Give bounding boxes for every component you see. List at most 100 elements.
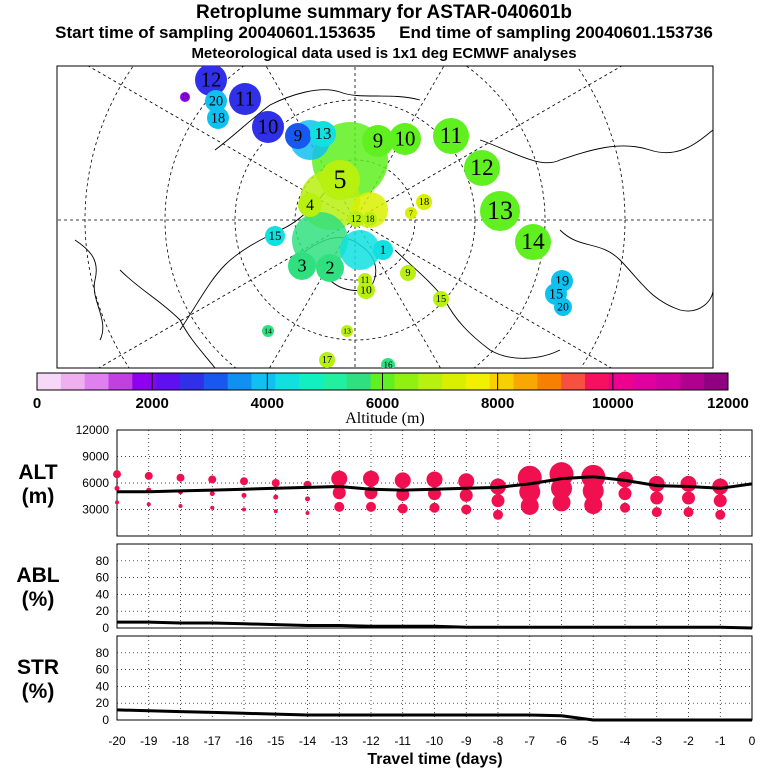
y-tick-label: 40 bbox=[96, 679, 110, 693]
panel-y-label: (m) bbox=[22, 485, 55, 508]
colorbar-swatch bbox=[608, 373, 634, 390]
y-tick-label: 60 bbox=[96, 571, 110, 585]
plume-day-label: 9 bbox=[405, 268, 410, 279]
colorbar-swatch bbox=[203, 373, 229, 390]
x-tick-label: -13 bbox=[331, 734, 349, 748]
plume-day-label: 14 bbox=[264, 326, 272, 335]
colorbar-swatch bbox=[251, 373, 276, 390]
plume-day-label: 15 bbox=[549, 286, 563, 302]
plume-day-marker bbox=[252, 111, 284, 143]
altitude-marker bbox=[394, 472, 411, 489]
altitude-marker bbox=[520, 496, 539, 515]
plume-day-marker bbox=[362, 125, 394, 157]
x-tick-label: -3 bbox=[651, 734, 662, 748]
altitude-marker bbox=[113, 470, 121, 479]
plume-day-marker bbox=[433, 291, 449, 307]
y-tick-label: 80 bbox=[96, 646, 110, 660]
panel-y-label: (%) bbox=[22, 588, 55, 611]
y-tick-label: 20 bbox=[96, 696, 110, 710]
y-tick-label: 3000 bbox=[82, 503, 109, 517]
plume-day-label: 18 bbox=[365, 214, 375, 224]
altitude-marker bbox=[426, 471, 443, 488]
altitude-marker bbox=[273, 509, 278, 514]
plume-day-label: 11 bbox=[235, 87, 255, 110]
coast-line bbox=[559, 229, 713, 312]
y-tick-label: 6000 bbox=[82, 476, 109, 490]
colorbar-swatch bbox=[275, 373, 300, 390]
altitude-marker bbox=[210, 505, 215, 510]
colorbar-tick-label: 4000 bbox=[251, 395, 284, 412]
plume-day-label: 13 bbox=[487, 196, 513, 225]
altitude-marker bbox=[332, 486, 346, 500]
y-tick-label: 80 bbox=[96, 554, 110, 568]
meridian-line bbox=[354, 66, 623, 221]
start-time: Start time of sampling 20040601.153635 bbox=[55, 23, 376, 42]
plume-day-marker bbox=[285, 123, 311, 149]
colorbar-swatch bbox=[537, 373, 562, 390]
colorbar-swatch bbox=[37, 373, 62, 390]
colorbar-swatch bbox=[156, 373, 181, 390]
altitude-marker bbox=[648, 475, 665, 492]
plume-day-marker bbox=[341, 325, 353, 337]
altitude-marker bbox=[651, 507, 662, 518]
y-tick-label: 0 bbox=[102, 713, 109, 727]
altitude-marker bbox=[331, 470, 348, 487]
x-axis: -20 -19 -18 -17 -16 -15 -14 -13 -12 -11 -10 -9 -8 -7-… bbox=[108, 734, 755, 768]
plume-day-label: 12 bbox=[470, 155, 493, 181]
series-line bbox=[117, 475, 753, 494]
altitude-marker bbox=[240, 477, 248, 486]
meteo-note: Meteorological data used is 1x1 deg ECMW… bbox=[191, 45, 577, 62]
plume-day-label: 1 bbox=[380, 242, 387, 257]
x-tick-label: -12 bbox=[362, 734, 380, 748]
altitude-marker bbox=[551, 477, 572, 499]
plume-day-label: 13 bbox=[315, 124, 332, 143]
plume-day-marker bbox=[389, 123, 421, 155]
series-line bbox=[117, 620, 753, 630]
plume-day-label: 18 bbox=[419, 197, 429, 208]
altitude-marker bbox=[713, 494, 727, 508]
y-tick-label: 9000 bbox=[82, 450, 109, 464]
plume-day-label: 17 bbox=[322, 355, 332, 366]
x-tick-label: -16 bbox=[235, 734, 253, 748]
x-tick-label: -8 bbox=[493, 734, 504, 748]
altitude-marker bbox=[519, 481, 541, 503]
colorbar-tick-label: 8000 bbox=[481, 395, 514, 412]
colorbar-tick-label: 6000 bbox=[366, 395, 399, 412]
plume-day-label: 20 bbox=[209, 93, 223, 109]
plume-day-marker bbox=[298, 193, 322, 217]
colorbar-swatch bbox=[704, 373, 729, 390]
plume-day-marker bbox=[229, 83, 261, 115]
altitude-marker bbox=[146, 502, 151, 507]
x-tick-label: -10 bbox=[426, 734, 444, 748]
chart-title: Retroplume summary for ASTAR-040601b bbox=[196, 2, 572, 23]
altitude-marker bbox=[241, 492, 247, 498]
plume-day-label: 4 bbox=[306, 197, 314, 214]
y-tick-label: 40 bbox=[96, 587, 110, 601]
panel-y-label: ALT bbox=[18, 461, 57, 484]
plume-day-marker bbox=[262, 325, 274, 337]
panel-abl: 80 60 40 20 0 ABL(%) bbox=[16, 543, 753, 635]
altitude-marker bbox=[334, 501, 345, 512]
coast-line bbox=[74, 239, 104, 341]
plume-day-label: 9 bbox=[373, 129, 383, 152]
colorbar-swatch bbox=[632, 373, 658, 390]
colorbar-swatch bbox=[656, 373, 681, 390]
colorbar-swatch bbox=[585, 373, 610, 390]
plume-day-marker bbox=[320, 160, 360, 200]
colorbar-swatch bbox=[489, 373, 515, 390]
plume-day-marker bbox=[180, 92, 190, 102]
altitude-marker bbox=[715, 509, 726, 520]
plume-day-marker bbox=[207, 107, 229, 129]
plume-day-marker bbox=[288, 252, 316, 280]
coast-line bbox=[394, 249, 561, 359]
x-tick-label: -18 bbox=[172, 734, 190, 748]
plume-day-label: 14 bbox=[521, 229, 545, 255]
latitude-circle bbox=[164, 66, 546, 368]
altitude-marker bbox=[650, 491, 664, 505]
time-series-panels: 12000900060003000ALT(m)806040200ABL(%)80… bbox=[16, 423, 755, 768]
colorbar-title: Altitude (m) bbox=[345, 410, 425, 427]
plume-day-label: 10 bbox=[258, 115, 279, 138]
plume-day-marker bbox=[554, 298, 572, 316]
